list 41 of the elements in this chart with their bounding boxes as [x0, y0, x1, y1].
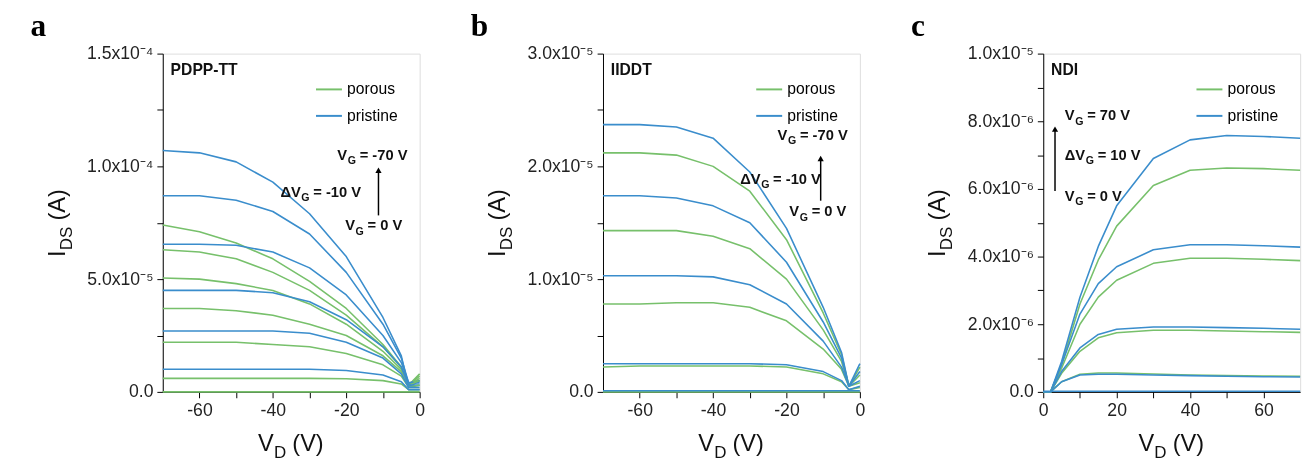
legend-label: pristine	[787, 106, 839, 124]
x-tick-label: -60	[627, 399, 654, 420]
legend-label: pristine	[347, 106, 398, 124]
x-tick-label: 0	[855, 399, 866, 420]
y-tick-label: 1.0x10⁻⁵	[967, 43, 1034, 64]
legend-label: porous	[347, 80, 396, 98]
x-tick-label: 20	[1107, 399, 1128, 420]
x-tick-label: -20	[774, 399, 800, 420]
chart-title: a	[30, 7, 47, 43]
y-tick-label: 1.0x10⁻⁴	[86, 155, 154, 176]
x-tick-label: -20	[334, 399, 360, 420]
y-tick-label: 0.0	[569, 381, 594, 402]
annotation: IIDDT	[610, 61, 653, 79]
chart-title: b	[470, 7, 489, 43]
x-tick-label: -40	[700, 399, 727, 420]
y-tick-label: 0.0	[128, 381, 154, 402]
y-tick-label: 1.5x10⁻⁴	[86, 43, 154, 64]
x-tick-label: 0	[1038, 399, 1049, 420]
x-tick-label: 60	[1254, 399, 1274, 420]
y-tick-label: 5.0x10⁻⁵	[87, 268, 154, 289]
legend-label: porous	[787, 80, 836, 98]
x-tick-label: -40	[260, 399, 287, 420]
y-tick-label: 2.0x10⁻⁶	[967, 313, 1034, 334]
y-axis-title: IDS (A)	[43, 189, 76, 257]
y-tick-label: 6.0x10⁻⁶	[967, 178, 1034, 199]
annotation: NDI	[1051, 61, 1079, 79]
x-tick-label: 40	[1180, 399, 1201, 420]
x-tick-label: -60	[187, 399, 213, 420]
legend-label: porous	[1227, 80, 1276, 98]
y-tick-label: 8.0x10⁻⁶	[967, 110, 1034, 131]
y-tick-label: 3.0x10⁻⁵	[527, 43, 594, 64]
y-axis-title: IDS (A)	[483, 189, 517, 257]
y-tick-label: 2.0x10⁻⁵	[527, 155, 594, 176]
y-axis-title: IDS (A)	[924, 189, 957, 257]
y-tick-label: 4.0x10⁻⁶	[967, 245, 1034, 266]
y-tick-label: 1.0x10⁻⁵	[527, 268, 594, 289]
x-tick-label: 0	[415, 399, 426, 420]
chart-title: c	[910, 7, 925, 43]
y-tick-label: 0.0	[1009, 381, 1035, 402]
legend-label: pristine	[1227, 106, 1279, 124]
annotation: PDPP-TT	[170, 61, 239, 79]
